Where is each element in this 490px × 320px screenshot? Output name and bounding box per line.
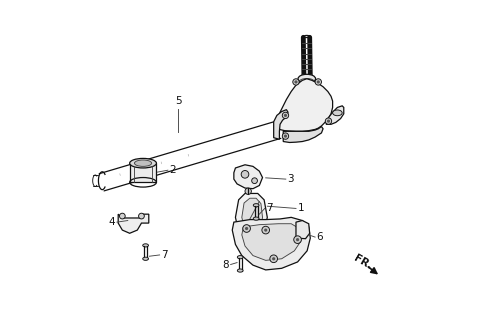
Text: 6: 6	[317, 232, 323, 242]
Polygon shape	[242, 224, 301, 260]
Circle shape	[284, 114, 287, 117]
Circle shape	[282, 133, 289, 139]
Polygon shape	[277, 79, 333, 131]
Circle shape	[294, 236, 301, 244]
Text: 7: 7	[266, 204, 272, 213]
Ellipse shape	[130, 158, 156, 168]
Text: 2: 2	[169, 165, 176, 175]
Ellipse shape	[253, 204, 259, 207]
Polygon shape	[283, 126, 323, 142]
Polygon shape	[130, 163, 156, 182]
Text: 1: 1	[297, 204, 304, 213]
Polygon shape	[232, 217, 310, 270]
Ellipse shape	[237, 256, 243, 259]
Circle shape	[264, 228, 268, 232]
Circle shape	[293, 79, 299, 85]
Polygon shape	[235, 194, 268, 232]
Circle shape	[243, 225, 250, 232]
Ellipse shape	[237, 269, 243, 272]
Circle shape	[327, 120, 330, 123]
Circle shape	[270, 255, 277, 263]
Polygon shape	[274, 110, 288, 139]
Ellipse shape	[298, 74, 316, 83]
Text: 8: 8	[222, 260, 229, 269]
Polygon shape	[326, 106, 344, 124]
Circle shape	[245, 188, 251, 195]
Polygon shape	[242, 198, 263, 227]
Polygon shape	[296, 220, 310, 239]
Circle shape	[139, 213, 145, 219]
Circle shape	[296, 238, 299, 241]
Circle shape	[241, 171, 249, 178]
Ellipse shape	[333, 110, 342, 116]
Circle shape	[282, 112, 289, 119]
Text: FR.: FR.	[352, 253, 374, 271]
Text: 4: 4	[108, 217, 115, 227]
Text: 7: 7	[161, 250, 168, 260]
Circle shape	[245, 227, 248, 230]
Circle shape	[284, 134, 287, 138]
Ellipse shape	[253, 217, 259, 220]
Circle shape	[252, 178, 257, 184]
Text: 3: 3	[287, 174, 294, 184]
Ellipse shape	[134, 160, 151, 166]
Text: 5: 5	[175, 96, 181, 107]
Ellipse shape	[143, 244, 148, 247]
Circle shape	[325, 118, 332, 124]
Circle shape	[272, 257, 275, 260]
Circle shape	[315, 79, 321, 85]
Circle shape	[317, 80, 320, 84]
Circle shape	[262, 226, 270, 234]
Circle shape	[120, 213, 125, 219]
Polygon shape	[118, 214, 149, 233]
Polygon shape	[234, 165, 263, 189]
Circle shape	[294, 80, 297, 84]
Ellipse shape	[143, 257, 148, 260]
